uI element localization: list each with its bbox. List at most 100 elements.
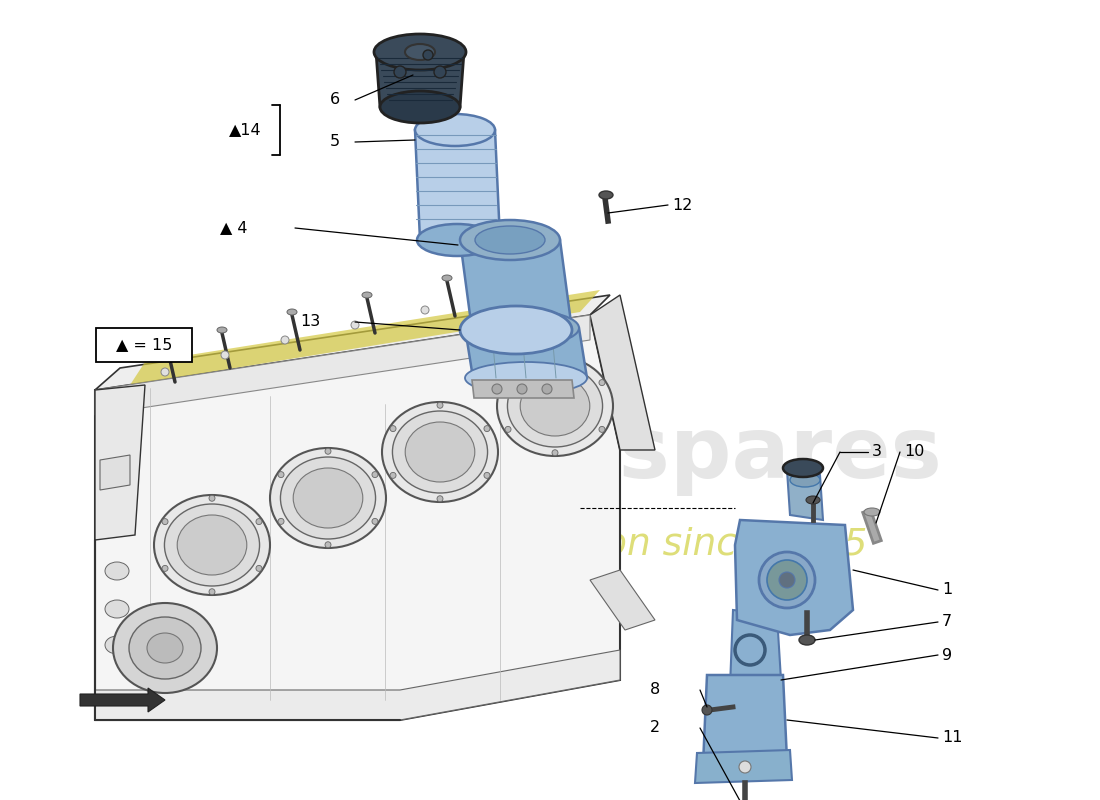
Ellipse shape <box>465 310 579 346</box>
Ellipse shape <box>379 91 460 123</box>
Circle shape <box>702 705 712 715</box>
Circle shape <box>779 572 795 588</box>
Circle shape <box>162 566 168 571</box>
Circle shape <box>600 380 605 386</box>
Ellipse shape <box>164 504 260 586</box>
Text: 5: 5 <box>330 134 340 150</box>
Polygon shape <box>472 380 574 398</box>
Circle shape <box>372 472 378 478</box>
Circle shape <box>767 560 807 600</box>
Ellipse shape <box>382 402 498 502</box>
Polygon shape <box>460 240 572 330</box>
Ellipse shape <box>177 515 246 575</box>
Polygon shape <box>415 130 500 240</box>
Circle shape <box>496 291 504 299</box>
Ellipse shape <box>270 448 386 548</box>
Ellipse shape <box>515 261 525 267</box>
Polygon shape <box>695 750 792 783</box>
Text: ▲14: ▲14 <box>230 122 262 138</box>
Circle shape <box>256 518 262 525</box>
Polygon shape <box>376 52 464 107</box>
Ellipse shape <box>475 226 544 254</box>
Ellipse shape <box>147 633 183 663</box>
Polygon shape <box>703 675 786 765</box>
Text: 9: 9 <box>942 647 953 662</box>
Circle shape <box>437 402 443 408</box>
FancyBboxPatch shape <box>96 328 192 362</box>
Circle shape <box>394 66 406 78</box>
Text: 13: 13 <box>299 314 320 330</box>
Circle shape <box>517 384 527 394</box>
Ellipse shape <box>520 376 590 436</box>
Ellipse shape <box>507 365 603 447</box>
Polygon shape <box>786 470 823 520</box>
Circle shape <box>351 321 359 329</box>
Polygon shape <box>130 290 600 385</box>
Text: 10: 10 <box>904 445 924 459</box>
Polygon shape <box>590 570 654 630</box>
Text: 11: 11 <box>942 730 962 746</box>
Circle shape <box>739 761 751 773</box>
Text: 7: 7 <box>942 614 953 630</box>
Polygon shape <box>80 688 165 712</box>
Text: 8: 8 <box>650 682 660 698</box>
Polygon shape <box>590 295 654 450</box>
Ellipse shape <box>783 459 823 477</box>
Circle shape <box>505 426 512 432</box>
Circle shape <box>600 426 605 432</box>
Text: 3: 3 <box>872 445 882 459</box>
Ellipse shape <box>162 341 172 347</box>
Ellipse shape <box>154 495 270 595</box>
Ellipse shape <box>294 468 363 528</box>
Circle shape <box>324 448 331 454</box>
Ellipse shape <box>217 327 227 333</box>
Ellipse shape <box>362 292 372 298</box>
Polygon shape <box>95 385 145 540</box>
Circle shape <box>209 495 214 502</box>
Ellipse shape <box>415 114 495 146</box>
Polygon shape <box>100 455 130 490</box>
Ellipse shape <box>393 411 487 493</box>
Polygon shape <box>735 520 852 635</box>
Circle shape <box>324 542 331 548</box>
Circle shape <box>280 336 289 344</box>
Text: 12: 12 <box>672 198 692 213</box>
Circle shape <box>437 496 443 502</box>
Ellipse shape <box>113 603 217 693</box>
Circle shape <box>759 552 815 608</box>
Ellipse shape <box>417 224 497 256</box>
Circle shape <box>556 279 564 287</box>
Text: 2: 2 <box>650 721 660 735</box>
Text: a passion since 1985: a passion since 1985 <box>473 527 867 563</box>
Ellipse shape <box>104 636 129 654</box>
Ellipse shape <box>465 362 587 394</box>
Circle shape <box>492 384 502 394</box>
Circle shape <box>552 450 558 456</box>
Polygon shape <box>95 315 590 415</box>
Ellipse shape <box>460 306 572 354</box>
Circle shape <box>434 66 446 78</box>
Ellipse shape <box>374 34 466 70</box>
Text: eurospares: eurospares <box>397 414 943 497</box>
Polygon shape <box>95 315 620 720</box>
Circle shape <box>221 351 229 359</box>
Ellipse shape <box>287 309 297 315</box>
Polygon shape <box>730 610 781 687</box>
Circle shape <box>421 306 429 314</box>
Ellipse shape <box>790 473 820 487</box>
Circle shape <box>390 426 396 432</box>
Circle shape <box>278 472 284 478</box>
Circle shape <box>162 518 168 525</box>
Ellipse shape <box>104 562 129 580</box>
Ellipse shape <box>405 44 435 60</box>
Ellipse shape <box>497 356 613 456</box>
Ellipse shape <box>552 254 562 260</box>
Ellipse shape <box>806 496 820 504</box>
Circle shape <box>542 384 552 394</box>
Ellipse shape <box>129 617 201 679</box>
Circle shape <box>505 380 512 386</box>
Text: ▲ = 15: ▲ = 15 <box>116 338 173 353</box>
Ellipse shape <box>864 508 880 516</box>
Ellipse shape <box>405 422 475 482</box>
Circle shape <box>484 472 490 478</box>
